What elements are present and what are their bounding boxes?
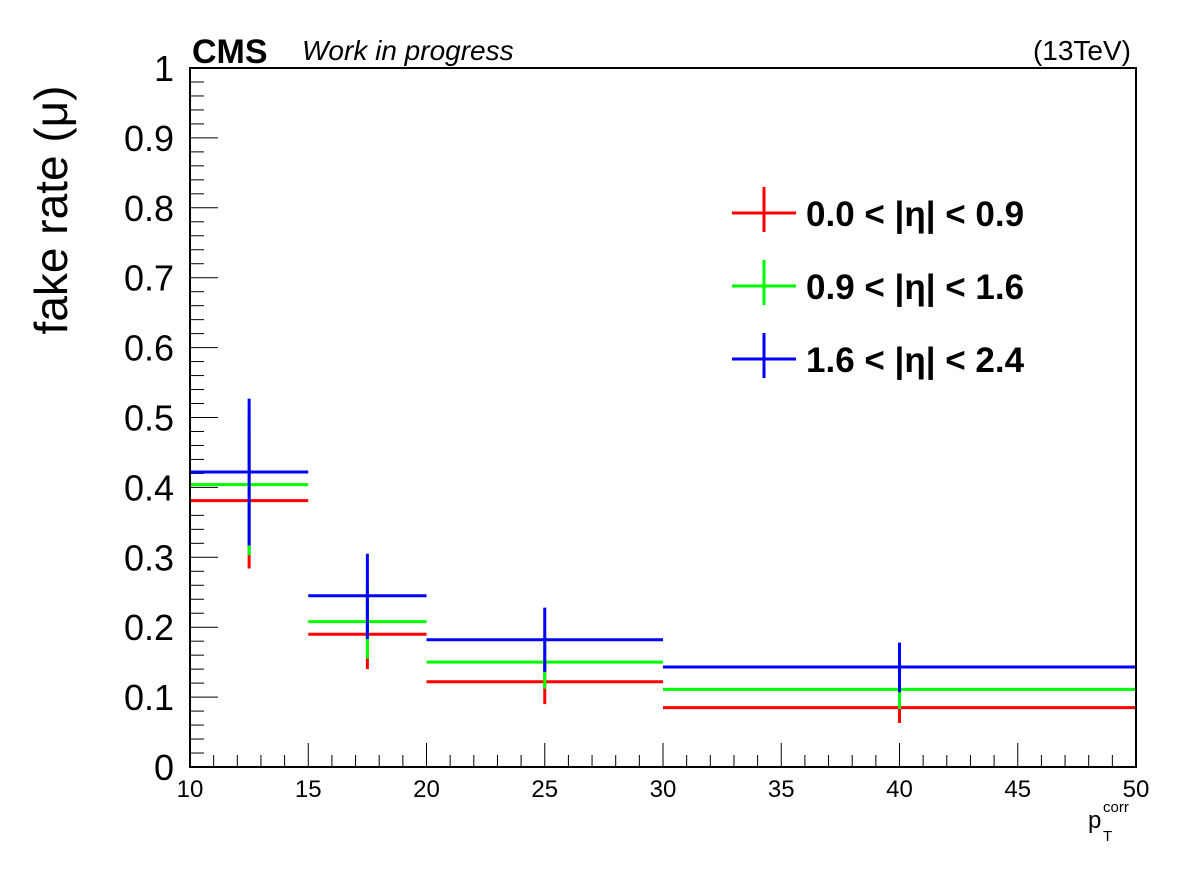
legend-entry: 0.0 < |η| < 0.9: [732, 187, 1024, 234]
legend-entry: 1.6 < |η| < 2.4: [732, 333, 1025, 380]
experiment-label: CMS: [192, 33, 268, 71]
tick-labels: 10 15 20 25 30 35 40 45 50 0 0.1 0.2 0.3 0.4 0.5 0.6 0.7…: [124, 48, 1149, 803]
legend-label: 0.0 < |η| < 0.9: [806, 195, 1024, 234]
y-tick-label: 0: [154, 747, 174, 788]
data-point: [426, 607, 663, 672]
plot-frame: [189, 67, 1137, 768]
x-axis-title-superscript: corr: [1103, 799, 1129, 816]
y-tick-label: 0.9: [124, 118, 174, 159]
y-tick-label: 0.1: [124, 677, 174, 718]
x-tick-label: 10: [177, 776, 204, 803]
y-tick-label: 0.4: [124, 467, 174, 508]
x-tick-label: 50: [1123, 776, 1150, 803]
legend-label: 0.9 < |η| < 1.6: [806, 268, 1024, 307]
x-axis-title: p corr T: [1088, 799, 1129, 845]
y-tick-label: 0.7: [124, 258, 174, 299]
legend-entry: 0.9 < |η| < 1.6: [732, 260, 1024, 307]
data-point: [308, 553, 427, 640]
legend-label: 1.6 < |η| < 2.4: [806, 341, 1025, 380]
y-tick-label: 0.6: [124, 328, 174, 369]
x-axis-title-subscript: T: [1103, 828, 1112, 845]
y-tick-label: 0.2: [124, 607, 174, 648]
series-3: [190, 398, 1136, 693]
x-tick-label: 30: [650, 776, 677, 803]
y-tick-label: 1: [154, 48, 174, 89]
y-tick-label: 0.3: [124, 537, 174, 578]
y-tick-label: 0.8: [124, 188, 174, 229]
x-tick-label: 15: [295, 776, 322, 803]
x-tick-label: 45: [1004, 776, 1031, 803]
y-axis-title: fake rate (μ): [25, 86, 77, 335]
legend: 0.0 < |η| < 0.9 0.9 < |η| < 1.6 1.6 < |η| …: [732, 187, 1025, 380]
energy-label: (13TeV): [1033, 35, 1131, 66]
data-point: [190, 398, 309, 546]
y-tick-label: 0.5: [124, 398, 174, 439]
x-tick-label: 25: [531, 776, 558, 803]
data-series: [190, 398, 1136, 723]
x-tick-label: 35: [768, 776, 795, 803]
status-label: Work in progress: [302, 35, 514, 66]
x-tick-label: 20: [413, 776, 440, 803]
x-axis-title-main: p: [1088, 807, 1101, 834]
data-point: [663, 642, 1136, 693]
x-tick-label: 40: [886, 776, 913, 803]
